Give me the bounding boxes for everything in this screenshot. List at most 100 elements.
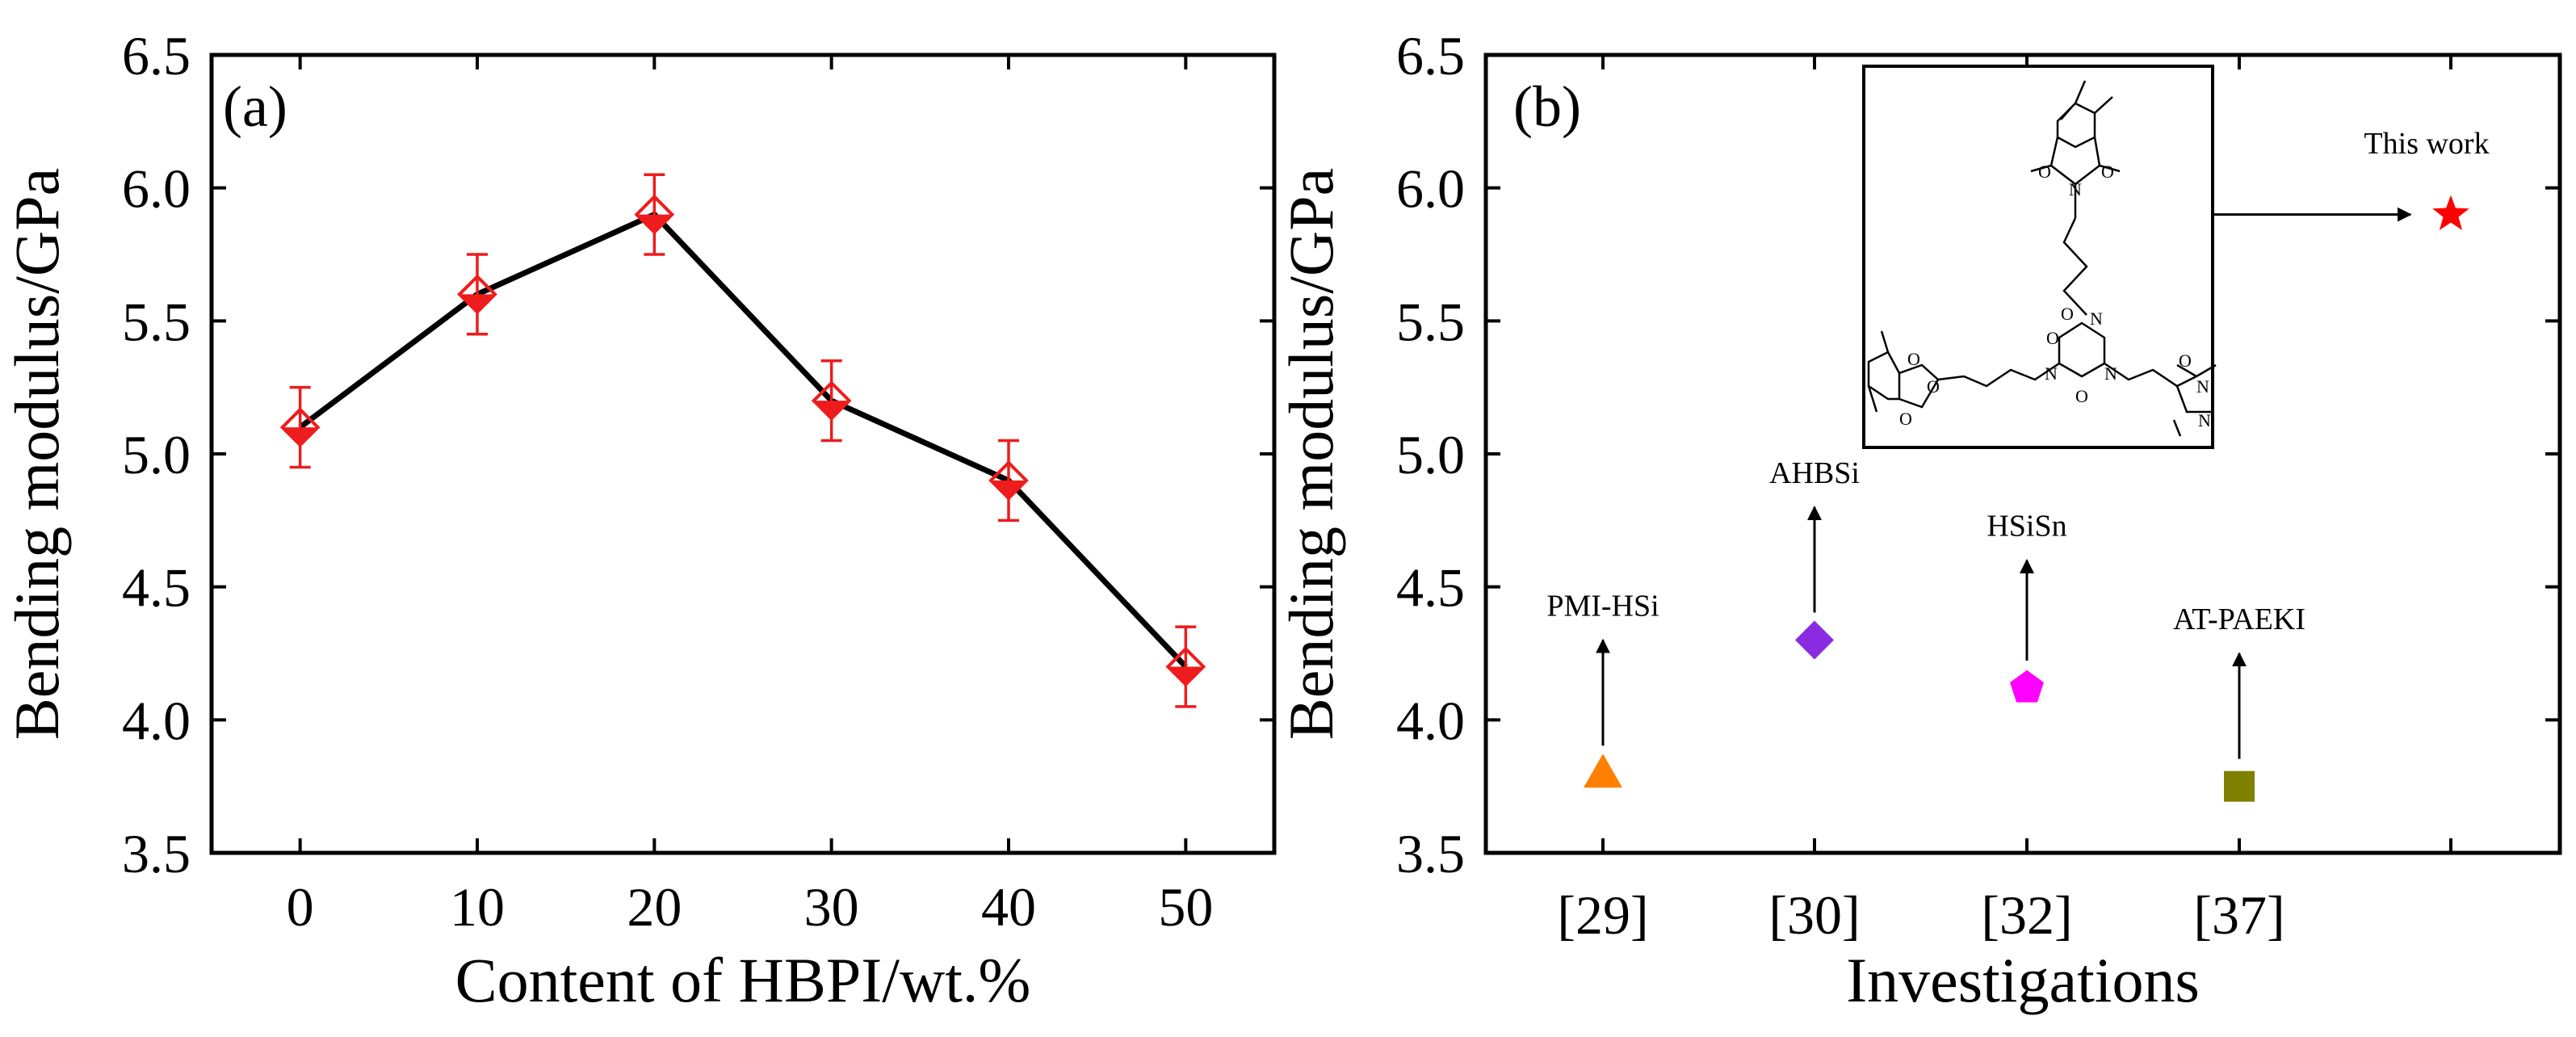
structure-bond xyxy=(2094,96,2113,114)
structure-bond xyxy=(2060,106,2073,120)
data-point-fill xyxy=(282,427,318,446)
x-tick-label: 40 xyxy=(981,876,1036,938)
y-axis-title: Bending modulus/GPa xyxy=(1276,168,1346,741)
x-tick-label: 30 xyxy=(804,876,859,938)
annotation-label: AHBSi xyxy=(1769,456,1860,490)
data-point-outline xyxy=(1165,646,1206,687)
data-point-hsisn: HSiSn xyxy=(1987,510,2067,703)
annotation-label: This work xyxy=(2364,127,2489,161)
panel-a: 3.5 4.0 4.5 5.0 5.5 6.0 6.5 Bending modulus/GPa… xyxy=(2,25,1277,1015)
y-tick-label: 4.0 xyxy=(122,690,191,751)
atom-o: O xyxy=(1899,409,1912,429)
x-axis-1: [29] [30] [32] [37]Investigations xyxy=(1557,55,2452,1015)
structure-bond xyxy=(2030,164,2052,173)
data-point-outline xyxy=(634,194,675,235)
data-point-at-paeki: AT-PAEKI xyxy=(2173,602,2305,802)
annotation-label: HSiSn xyxy=(1987,510,2066,544)
structure-bond xyxy=(2104,362,2197,388)
atom-o: O xyxy=(2075,386,2088,406)
structure-bond xyxy=(1867,385,1878,413)
square-marker xyxy=(2224,770,2255,802)
data-point xyxy=(457,274,497,315)
panel-label-a: (a) xyxy=(223,74,287,139)
series-line xyxy=(298,211,1188,669)
x-axis-title: Investigations xyxy=(1846,945,2200,1015)
data-point-outline xyxy=(279,407,321,447)
atom-n: N xyxy=(2104,363,2117,384)
data-point xyxy=(634,194,675,235)
y-tick-label: 5.0 xyxy=(122,424,191,485)
atom-o: O xyxy=(2101,162,2114,182)
structure-bond xyxy=(2058,321,2106,378)
atom-o: N xyxy=(2198,410,2211,430)
structure-bond xyxy=(1898,363,1940,409)
y-tick-label: 6.5 xyxy=(122,25,191,86)
y-tick-label: 5.5 xyxy=(1396,291,1465,352)
x-category-label: [29] xyxy=(1557,884,1648,946)
triangle-marker xyxy=(1584,754,1622,788)
annotation-label: PMI-HSi xyxy=(1546,590,1659,623)
panel-label-b: (b) xyxy=(1513,74,1581,139)
atom-n: N xyxy=(2069,179,2082,199)
atom-n: N xyxy=(2045,363,2058,384)
atom-n: N xyxy=(2090,309,2103,329)
structure-bond xyxy=(2172,419,2182,437)
atom-o: O xyxy=(1907,349,1920,369)
data-point-fill xyxy=(459,294,495,313)
structure-frame xyxy=(1862,65,2214,449)
y-tick-label: 4.5 xyxy=(122,557,191,619)
structure-bond xyxy=(2074,80,2087,104)
structure-bond xyxy=(2196,363,2217,378)
x-axis-0: 0 10 20 30 40 50 Content of HBPI/wt.% xyxy=(287,55,1213,1015)
data-point xyxy=(279,407,321,447)
structure-bond xyxy=(2099,164,2121,173)
structure-bond xyxy=(1867,351,1901,401)
x-category-label: [32] xyxy=(1981,884,2072,946)
structure-bond xyxy=(1937,362,2060,388)
panel-b: 3.5 4.0 4.5 5.0 5.5 6.0 6.5 Bending modulus/GPa… xyxy=(1276,25,2562,1015)
data-point-this-work: This work xyxy=(2213,127,2490,230)
y-axis-0: 3.5 4.0 4.5 5.0 5.5 6.0 6.5 Bending modulus/GPa xyxy=(2,25,1274,884)
atom-n: N xyxy=(2196,376,2209,397)
y-tick-label: 6.0 xyxy=(122,158,191,220)
x-tick-label: 20 xyxy=(627,876,682,938)
y-tick-label: 5.0 xyxy=(1396,424,1465,485)
atom-o: O xyxy=(2038,162,2051,182)
x-axis-title: Content of HBPI/wt.% xyxy=(455,945,1031,1015)
y-tick-label: 4.5 xyxy=(1396,557,1465,619)
data-point-fill xyxy=(813,401,850,419)
annotation-label: AT-PAEKI xyxy=(2173,602,2305,636)
data-point-outline xyxy=(457,274,497,315)
y-tick-label: 6.0 xyxy=(1396,158,1465,220)
y-tick-label: 5.5 xyxy=(122,291,191,352)
atom-o: O xyxy=(2061,304,2074,324)
star-marker xyxy=(2432,195,2469,230)
data-point-fill xyxy=(1168,666,1204,685)
atom-o: O xyxy=(2179,351,2192,371)
data-point-outline xyxy=(811,380,852,421)
diamond-marker xyxy=(1795,620,1834,660)
atom-n: O xyxy=(1927,376,1940,397)
pentagon-marker xyxy=(2010,670,2044,703)
x-category-label: [37] xyxy=(2193,884,2284,946)
structure-bond xyxy=(2176,363,2197,378)
y-tick-label: 3.5 xyxy=(122,823,191,884)
structure-bond xyxy=(1880,330,1890,353)
data-point xyxy=(811,380,852,421)
x-category-label: [30] xyxy=(1768,884,1860,946)
structure-bond xyxy=(2062,217,2088,316)
structure-bond xyxy=(2175,385,2213,414)
data-point-fill xyxy=(991,480,1026,498)
structure-bonds xyxy=(1867,80,2217,437)
y-tick-label: 3.5 xyxy=(1396,823,1465,884)
data-point-outline xyxy=(988,460,1029,501)
y-axis-title: Bending modulus/GPa xyxy=(2,168,72,741)
y-axis-1: 3.5 4.0 4.5 5.0 5.5 6.0 6.5 Bending modulus/GPa xyxy=(1276,25,2560,884)
data-point xyxy=(988,460,1029,501)
panel-a-plot-frame xyxy=(209,52,1277,855)
x-tick-label: 50 xyxy=(1158,876,1213,938)
x-tick-label: 0 xyxy=(287,876,314,938)
x-tick-label: 10 xyxy=(450,876,505,938)
